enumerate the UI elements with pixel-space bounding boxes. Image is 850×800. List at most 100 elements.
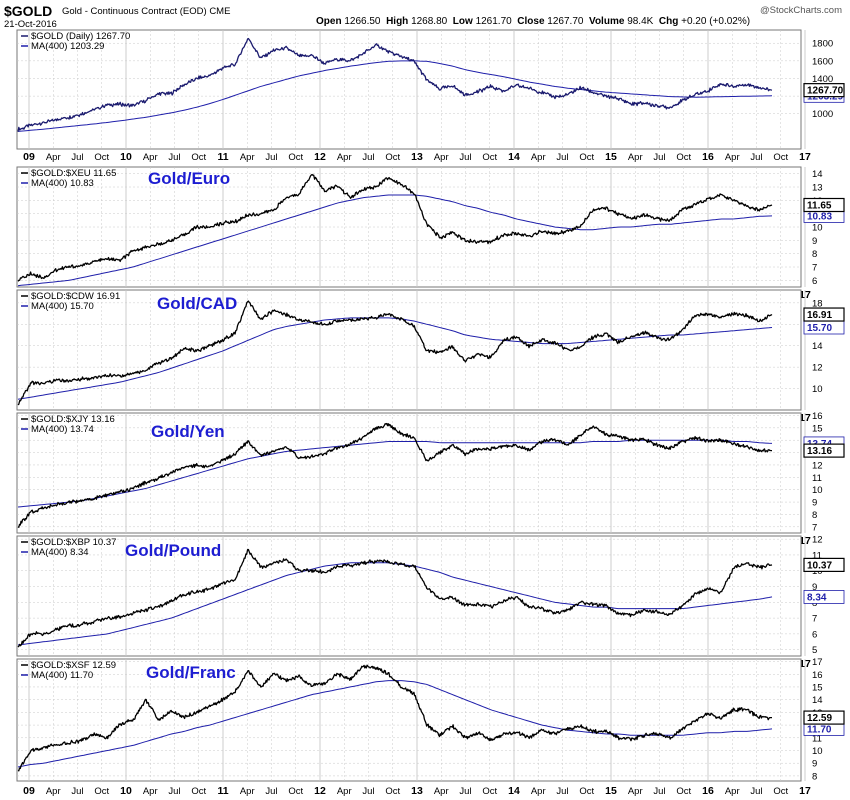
x-tick-label: Jul: [653, 786, 665, 797]
x-tick-label: Jul: [556, 786, 568, 797]
x-tick-label: Oct: [482, 152, 497, 163]
x-tick-label: 17: [799, 785, 811, 797]
x-tick-label: 10: [120, 785, 132, 797]
x-tick-label: 09: [23, 785, 35, 797]
x-tick-label: Apr: [531, 152, 546, 163]
panel-frame: [16, 289, 802, 411]
x-tick-label: Apr: [628, 786, 643, 797]
y-tick-label: 11: [812, 550, 822, 561]
x-tick-label: Apr: [46, 152, 61, 163]
open-value: 1266.50: [344, 16, 381, 27]
volume-label: Volume: [589, 16, 625, 27]
price-last-value-box: [803, 557, 845, 572]
y-tick-label: 7: [812, 263, 817, 274]
x-tick-label: Jul: [265, 786, 277, 797]
ma-last-value: 10.83: [807, 211, 832, 222]
x-tick-label: Oct: [288, 152, 303, 163]
y-tick-label: 11: [812, 473, 822, 484]
open-label: Open: [316, 16, 342, 27]
x-tick-label: Apr: [337, 786, 352, 797]
quote-summary: Open 1266.50 High 1268.80 Low 1261.70 Cl…: [316, 16, 750, 27]
legend-price-label: $GOLD:$XEU 11.65: [31, 168, 116, 179]
x-tick-label: Apr: [143, 152, 158, 163]
x-tick-label: Oct: [676, 152, 691, 163]
panel-frame: [16, 535, 802, 657]
x-tick-label: 09: [23, 151, 35, 163]
x-tick-label: Jul: [556, 152, 568, 163]
y-tick-label: 10: [812, 485, 823, 496]
x-tick-label: Jul: [459, 152, 471, 163]
y-tick-label: 14: [812, 341, 823, 352]
x-tick-label: Apr: [434, 786, 449, 797]
panel-frame: [16, 29, 802, 150]
x-tick-label: Apr: [725, 152, 740, 163]
price-last-value-box: [803, 443, 845, 458]
x-tick-label: Oct: [94, 152, 109, 163]
x-tick-label: Oct: [191, 152, 206, 163]
y-tick-label: 12: [812, 363, 823, 374]
y-tick-label: 6: [812, 629, 817, 640]
price-last-value: 13.16: [807, 446, 832, 457]
x-tick-label: Jul: [265, 152, 277, 163]
panel-annotation: Gold/Franc: [146, 663, 236, 682]
price-line: [17, 664, 772, 772]
price-last-value-box: [803, 83, 845, 98]
x-tick-label: Oct: [191, 786, 206, 797]
watermark: @StockCharts.com: [760, 5, 842, 16]
x-tick-label: Jul: [362, 786, 374, 797]
price-last-value-box: [803, 307, 845, 322]
x-tick-label: Oct: [288, 786, 303, 797]
ma-last-value: 15.70: [807, 323, 832, 334]
y-tick-label: 15: [812, 423, 823, 434]
y-tick-label: 9: [812, 582, 817, 593]
legend-ma-label: MA(400) 11.70: [31, 670, 93, 681]
panel-annotation: Gold/Pound: [125, 541, 221, 560]
low-label: Low: [452, 16, 473, 27]
x-tick-label: Jul: [653, 152, 665, 163]
volume-value: 98.4K: [627, 16, 654, 27]
x-tick-label: 13: [411, 785, 423, 797]
y-tick-label: 9: [812, 498, 817, 509]
y-tick-label: 1000: [812, 109, 833, 120]
legend-price-label: $GOLD:$XBP 10.37: [31, 537, 116, 548]
price-last-value-box: [803, 710, 845, 725]
legend-ma-label: MA(400) 8.34: [31, 547, 89, 558]
y-tick-label: 16: [812, 670, 823, 681]
x-tick-label: Jul: [71, 786, 83, 797]
symbol-title: $GOLD: [4, 3, 53, 19]
chart-date: 21-Oct-2016: [4, 19, 57, 30]
x-tick-label: Oct: [773, 786, 788, 797]
y-tick-label: 1400: [812, 74, 833, 85]
legend-price-label: $GOLD (Daily) 1267.70: [31, 31, 130, 42]
y-tick-label: 5: [812, 645, 817, 656]
x-tick-label: 12: [314, 151, 326, 163]
x-tick-label: Apr: [240, 152, 255, 163]
x-tick-label: Apr: [628, 152, 643, 163]
y-tick-label: 6: [812, 276, 817, 287]
y-tick-label: 10: [812, 384, 823, 395]
chg-label: Chg: [658, 16, 679, 27]
x-tick-label: Oct: [94, 786, 109, 797]
x-tick-label: Jul: [362, 152, 374, 163]
ma-last-value: 11.70: [807, 724, 832, 735]
panel-annotation: Gold/Euro: [148, 169, 230, 188]
x-tick-label: Oct: [482, 786, 497, 797]
x-tick-label: 10: [120, 151, 132, 163]
y-tick-label: 12: [812, 460, 823, 471]
legend-ma-label: MA(400) 10.83: [31, 178, 94, 189]
close-value: 1267.70: [547, 16, 584, 27]
legend-ma-label: MA(400) 1203.29: [31, 41, 104, 52]
panel-frame: [16, 412, 802, 534]
high-value: 1268.80: [411, 16, 448, 27]
ma-last-value: 8.34: [807, 592, 827, 603]
x-tick-label: Jul: [750, 786, 762, 797]
legend-price-label: $GOLD:$CDW 16.91: [31, 291, 120, 302]
x-tick-label: 15: [605, 785, 617, 797]
x-tick-label: Jul: [459, 786, 471, 797]
high-label: High: [386, 16, 409, 27]
x-tick-label: Oct: [676, 786, 691, 797]
price-line: [17, 300, 773, 406]
x-tick-label: Oct: [385, 786, 400, 797]
